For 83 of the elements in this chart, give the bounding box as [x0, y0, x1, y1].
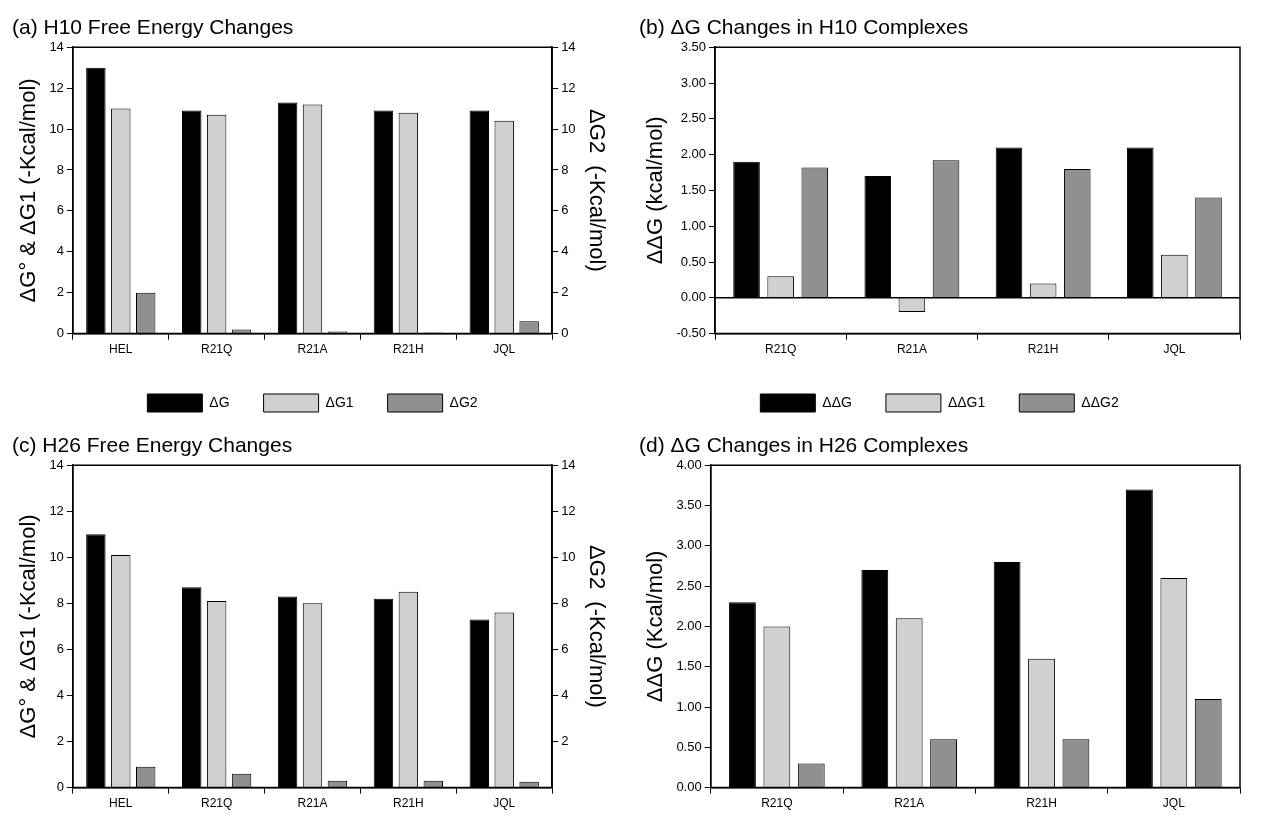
- y-tick-label: 12: [49, 502, 64, 518]
- y2-tick-label: 10: [561, 548, 576, 564]
- y2-tick-label: 8: [561, 161, 569, 177]
- y2-tick-label: 10: [561, 120, 576, 136]
- legend-label: ΔΔG2: [1081, 393, 1119, 410]
- y-tick-label: 4.00: [676, 456, 702, 472]
- y2-axis-title: ΔG2 (-Kcal/mol): [584, 545, 610, 708]
- y2-tick-label: 12: [561, 79, 576, 95]
- y-tick-label: 0.00: [676, 779, 702, 795]
- chart-title: (a) H10 Free Energy Changes: [12, 15, 294, 39]
- x-tick-label: JQL: [1163, 342, 1186, 357]
- legend-label: ΔΔG: [822, 393, 852, 410]
- y-tick-label: 2.50: [680, 110, 707, 126]
- x-tick-label: JQL: [1162, 796, 1186, 811]
- x-tick-label: R21A: [896, 342, 927, 357]
- legend-label: ΔG: [209, 393, 230, 410]
- y-tick-label: 10: [49, 120, 64, 136]
- y-tick-label: 2.00: [680, 146, 707, 162]
- y-tick-label: 3.00: [676, 537, 702, 553]
- y-tick-label: 3.50: [680, 38, 707, 54]
- chart-title: (b) ΔG Changes in H10 Complexes: [639, 15, 969, 39]
- y-tick-label: 1.00: [680, 217, 707, 233]
- chart-title: (c) H26 Free Energy Changes: [12, 433, 293, 457]
- y-tick-label: 6: [56, 641, 64, 657]
- y-tick-label: 1.00: [676, 698, 702, 714]
- x-tick-label: JQL: [493, 342, 516, 357]
- y-tick-label: 4: [56, 687, 64, 703]
- y-tick-label: 14: [49, 38, 64, 54]
- y-tick-label: 4: [56, 243, 64, 259]
- y-tick-label: 2.00: [676, 617, 702, 633]
- y-tick-label: 0: [56, 325, 64, 341]
- y-axis-title: ΔG° & ΔG1 (-Kcal/mol): [15, 78, 41, 303]
- x-tick-label: JQL: [493, 796, 516, 811]
- y-tick-label: 0.50: [676, 738, 702, 754]
- y-tick-label: 1.50: [676, 658, 702, 674]
- y-tick-label: 12: [49, 79, 64, 95]
- y2-tick-label: 0: [561, 325, 569, 341]
- y2-tick-label: 8: [561, 594, 569, 610]
- y-tick-label: 3.00: [680, 74, 707, 90]
- legend-label: ΔΔG1: [947, 393, 986, 410]
- y-tick-label: -0.50: [676, 325, 707, 341]
- x-tick-label: R21H: [393, 796, 424, 811]
- x-tick-label: R21H: [1026, 796, 1057, 811]
- x-tick-label: R21A: [894, 796, 925, 811]
- y-tick-label: 8: [56, 161, 64, 177]
- y-tick-label: 14: [49, 456, 64, 472]
- x-tick-label: R21A: [297, 342, 328, 357]
- y2-tick-label: 6: [561, 641, 569, 657]
- x-tick-label: R21A: [297, 796, 328, 811]
- x-tick-label: R21Q: [764, 342, 797, 357]
- y-tick-label: 0.50: [680, 253, 707, 269]
- y2-tick-label: 14: [561, 456, 576, 472]
- legend-label: ΔG1: [325, 393, 354, 410]
- y-tick-label: 1.50: [680, 181, 707, 197]
- legend-label: ΔG2: [449, 393, 478, 410]
- y-tick-label: 3.50: [676, 497, 702, 513]
- y2-tick-label: 4: [561, 687, 569, 703]
- y-tick-label: 2.50: [676, 577, 702, 593]
- x-tick-label: R21Q: [200, 796, 233, 811]
- x-tick-label: R21H: [1027, 342, 1059, 357]
- x-tick-label: R21Q: [761, 796, 793, 811]
- y2-tick-label: 6: [561, 202, 569, 218]
- y-axis-title: ΔΔG (Kcal/mol): [642, 550, 668, 703]
- y-tick-label: 10: [49, 548, 64, 564]
- y2-tick-label: 14: [561, 38, 576, 54]
- y2-tick-label: 2: [561, 733, 569, 749]
- y2-tick-label: 12: [561, 502, 576, 518]
- x-tick-label: HEL: [109, 796, 133, 811]
- y-tick-label: 2: [56, 733, 64, 749]
- y-tick-label: 0: [56, 779, 64, 795]
- y-tick-label: 2: [56, 284, 64, 300]
- y-tick-label: 8: [56, 594, 64, 610]
- x-tick-label: R21Q: [200, 342, 233, 357]
- chart-title: (d) ΔG Changes in H26 Complexes: [639, 433, 969, 457]
- y-tick-label: 0.00: [680, 289, 707, 305]
- y-axis-title: ΔG° & ΔG1 (-Kcal/mol): [15, 514, 41, 739]
- y2-tick-label: 4: [561, 243, 569, 259]
- y-axis-title: ΔΔG (kcal/mol): [642, 116, 668, 265]
- y-tick-label: 6: [56, 202, 64, 218]
- y2-axis-title: ΔG2 (-Kcal/mol): [584, 109, 610, 272]
- y2-tick-label: 2: [561, 284, 569, 300]
- x-tick-label: R21H: [393, 342, 424, 357]
- x-tick-label: HEL: [109, 342, 133, 357]
